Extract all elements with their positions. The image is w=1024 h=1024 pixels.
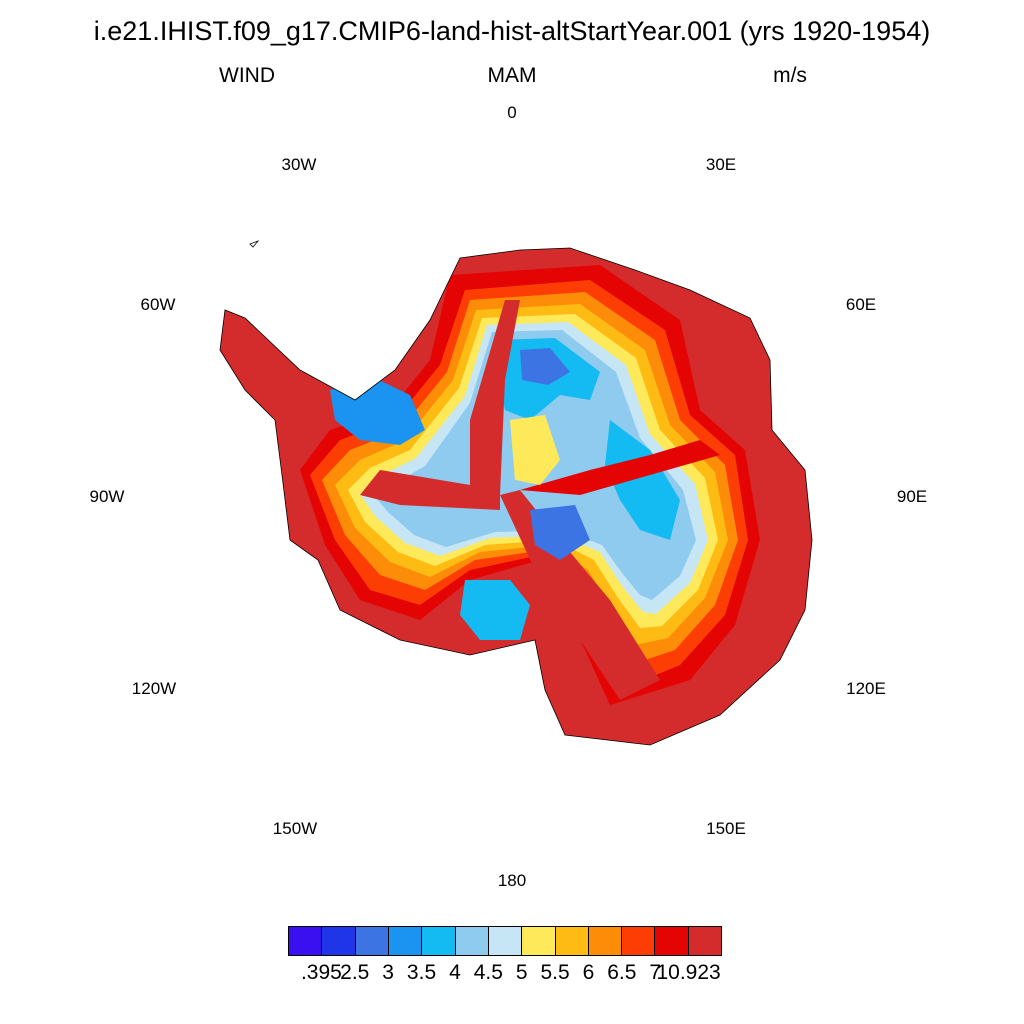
colorbar-label: 3.5 <box>406 961 437 984</box>
wind-ridge-north <box>470 300 520 500</box>
colorbar-label: .395 <box>300 961 342 984</box>
wind-patch-center <box>510 415 560 485</box>
wind-patch-blue-5 <box>520 348 570 385</box>
colorbar-swatch-7 <box>522 927 556 955</box>
lon-label-60e: 60E <box>845 295 877 314</box>
colorbar-swatch-9 <box>588 927 623 955</box>
lon-label-120w: 120W <box>131 679 177 698</box>
colorbar-swatch-11 <box>655 927 689 955</box>
colorbar-swatch-3 <box>388 927 423 955</box>
lon-label-120e: 120E <box>846 679 886 698</box>
colorbar-swatch-10 <box>622 927 656 955</box>
colorbar-label: 10.923 <box>656 961 721 984</box>
variable-label: WIND <box>219 64 275 87</box>
plot-title: i.e21.IHIST.f09_g17.CMIP6-land-hist-altS… <box>93 16 931 46</box>
colorbar-swatch-1 <box>322 927 356 955</box>
lon-label-90e: 90E <box>896 487 928 506</box>
colorbar-label: 4.5 <box>473 961 503 984</box>
wind-patch-blue-2 <box>605 420 680 540</box>
colorbar <box>288 926 722 956</box>
colorbar-swatch-4 <box>422 927 456 955</box>
colorbar-label: 6 <box>582 961 595 984</box>
wind-ridge-east <box>520 440 720 495</box>
colorbar-label: 5 <box>515 961 528 984</box>
lon-label-90w: 90W <box>89 487 125 506</box>
colorbar-label: 3 <box>382 961 394 984</box>
lon-label-30w: 30W <box>281 155 317 174</box>
lon-label-180: 180 <box>497 871 527 890</box>
wind-ridge-west <box>360 470 500 510</box>
colorbar-label: 7 <box>649 961 662 984</box>
colorbar-label: 5.5 <box>540 961 570 984</box>
lon-label-30e: 30E <box>705 155 737 174</box>
wind-field <box>220 248 812 745</box>
units-label: m/s <box>773 64 807 87</box>
colorbar-label: 6.5 <box>607 961 637 984</box>
lon-label-0: 0 <box>507 103 517 122</box>
wind-patch-blue-4 <box>460 580 530 640</box>
lon-label-60w: 60W <box>140 295 176 314</box>
colorbar-swatch-6 <box>488 927 523 955</box>
island-outline <box>249 240 260 248</box>
colorbar-swatch-12 <box>688 927 722 955</box>
wind-patch-center-blue <box>530 505 590 560</box>
colorbar-swatch-2 <box>355 927 389 955</box>
colorbar-swatch-0 <box>289 927 323 955</box>
lon-label-150e: 150E <box>706 819 746 838</box>
colorbar-swatch-5 <box>455 927 489 955</box>
colorbar-label: 2.5 <box>340 961 370 984</box>
colorbar-swatch-8 <box>555 927 589 955</box>
season-label: MAM <box>487 64 537 87</box>
colorbar-label: 4 <box>449 961 461 984</box>
lon-label-150w: 150W <box>272 819 318 838</box>
